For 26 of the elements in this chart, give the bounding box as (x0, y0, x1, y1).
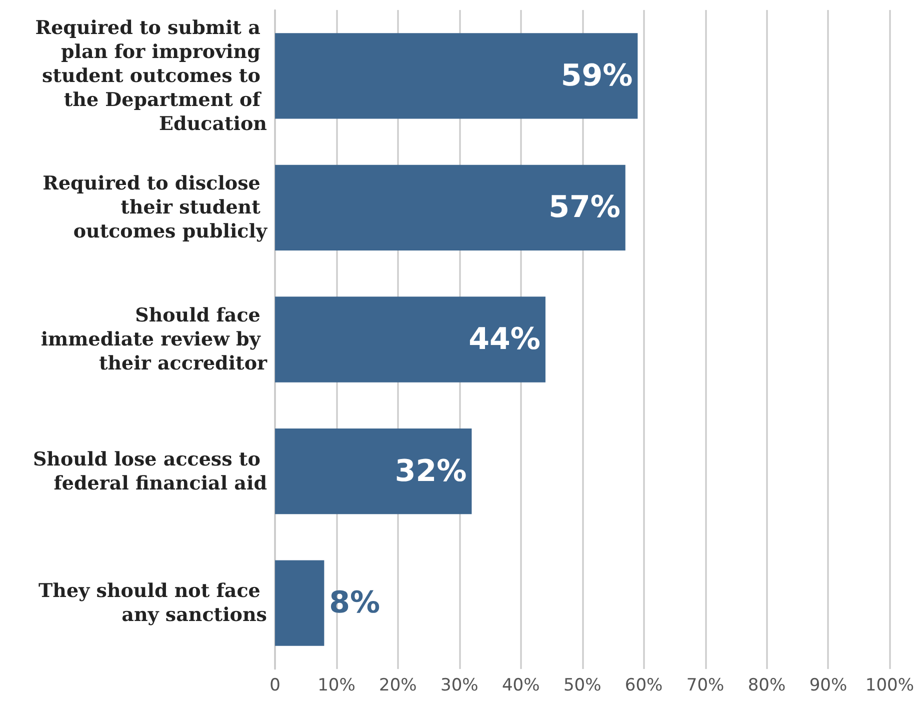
x-tick-label: 40% (502, 676, 540, 696)
bar (275, 164, 626, 251)
x-tick-label: 10% (318, 676, 356, 696)
x-tick-label: 20% (379, 676, 417, 696)
data-label: 32% (394, 454, 467, 489)
y-tick-label: Required to disclose their student outcomes publicly (42, 172, 268, 243)
x-tick-label: 0 (270, 676, 280, 696)
y-tick-label: They should not face any sanctions (38, 580, 267, 626)
y-tick-label: Should face immediate review by their accreditor (40, 304, 268, 374)
x-tick-label: 90% (809, 676, 848, 696)
x-tick-label: 30% (440, 676, 478, 696)
bar (275, 560, 324, 646)
data-label: 59% (560, 58, 633, 94)
x-tick-label: 80% (748, 676, 786, 696)
data-label: 8% (329, 586, 380, 621)
bar (275, 296, 546, 382)
data-label: 57% (548, 190, 620, 226)
data-label: 44% (468, 322, 540, 357)
bar (275, 428, 472, 514)
bar (275, 33, 638, 119)
y-tick-label: Should lose access to federal financial aid (32, 448, 267, 494)
x-tick-label: 100% (865, 676, 914, 696)
y-tick-label: Required to submit a plan for improving student outcomes to the Department of Education (35, 16, 268, 135)
x-tick-label: 70% (686, 676, 724, 696)
x-tick-label: 50% (563, 676, 602, 696)
x-tick-label: 60% (624, 676, 663, 696)
